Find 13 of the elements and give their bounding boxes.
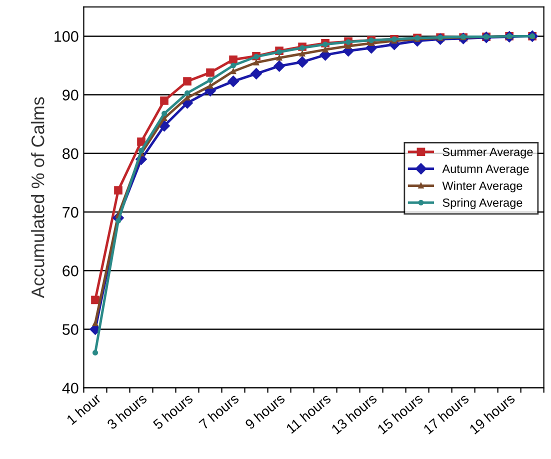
y-tick-label: 40 [62,382,78,394]
y-tick-label: 70 [62,206,78,218]
y-tick-label: 90 [62,90,78,100]
y-tick-label: 50 [62,324,78,335]
y-tick-label: 100 [54,31,78,42]
legend-label: Spring Average [442,198,522,210]
y-tick-label: 60 [62,266,78,276]
legend-label: Winter Average [442,181,522,192]
legend-label: Autumn Average [442,164,529,176]
legend-label: Summer Average [442,148,533,158]
x-tick-label: 1 hour [66,392,102,426]
y-axis-title: Accumulated % of Calms [31,97,44,298]
y-tick-label: 80 [62,148,78,160]
